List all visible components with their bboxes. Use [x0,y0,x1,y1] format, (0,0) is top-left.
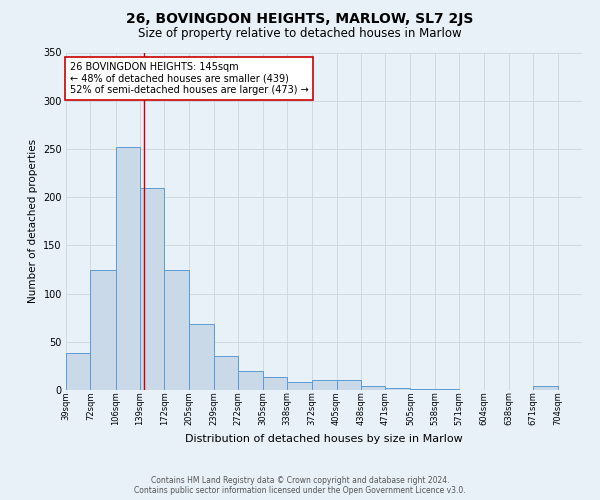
Bar [214,356,238,390]
Text: Size of property relative to detached houses in Marlow: Size of property relative to detached ho… [138,28,462,40]
Text: 26 BOVINGDON HEIGHTS: 145sqm
← 48% of detached houses are smaller (439)
52% of s: 26 BOVINGDON HEIGHTS: 145sqm ← 48% of de… [70,62,308,96]
Bar [337,380,361,390]
Bar [66,354,91,390]
Bar [435,389,459,390]
Bar [533,386,557,390]
Bar [385,388,410,390]
Bar [91,270,116,390]
Y-axis label: Number of detached properties: Number of detached properties [28,139,38,304]
Bar [287,382,312,390]
Bar [164,270,189,390]
Bar [410,389,435,390]
Bar [312,380,337,390]
Bar [116,147,140,390]
Bar [140,188,164,390]
X-axis label: Distribution of detached houses by size in Marlow: Distribution of detached houses by size … [185,434,463,444]
Bar [238,370,263,390]
Bar [189,324,214,390]
Bar [263,376,287,390]
Text: 26, BOVINGDON HEIGHTS, MARLOW, SL7 2JS: 26, BOVINGDON HEIGHTS, MARLOW, SL7 2JS [127,12,473,26]
Bar [361,386,385,390]
Text: Contains HM Land Registry data © Crown copyright and database right 2024.
Contai: Contains HM Land Registry data © Crown c… [134,476,466,495]
